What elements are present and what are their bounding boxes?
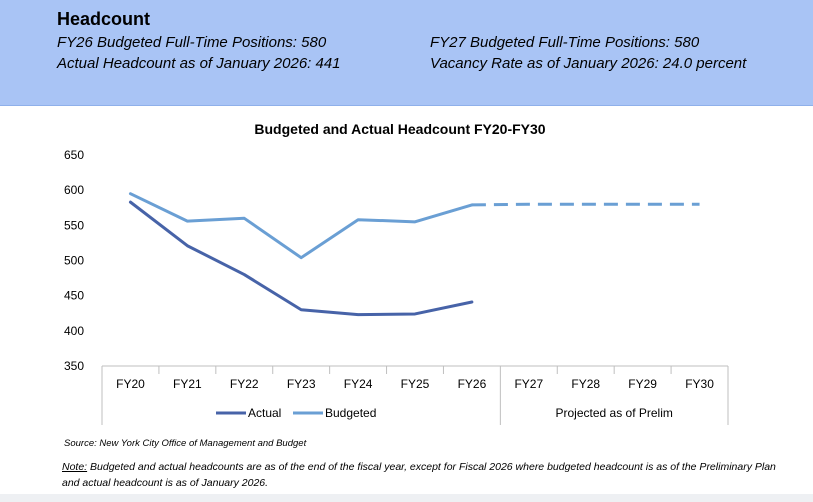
x-tick-label: FY29 [628,377,657,391]
x-tick-label: FY28 [571,377,600,391]
note-label: Note: [62,461,88,473]
header-title: Headcount [57,9,151,29]
footnote: Note: Budgeted and actual headcounts are… [62,459,782,491]
legend-label: Budgeted [325,406,376,420]
headcount-chart: Budgeted and Actual Headcount FY20-FY30 … [64,121,729,425]
y-tick-label: 450 [64,289,84,303]
bottom-strip [0,494,813,502]
x-tick-label: FY23 [287,377,316,391]
x-tick-label: FY22 [230,377,259,391]
legend-label: Actual [248,406,281,420]
x-tick-label: FY27 [514,377,543,391]
projected-label: Projected as of Prelim [555,406,672,420]
y-tick-label: 500 [64,254,84,268]
actual-headcount-stat: Actual Headcount as of January 2026: 441 [57,55,341,72]
y-axis: 350 400 450 500 550 600 650 [64,148,84,373]
x-tick-label: FY24 [344,377,373,391]
chart-legend: Actual Budgeted [216,406,376,420]
x-tick-label: FY30 [685,377,714,391]
source-note: Source: New York City Office of Manageme… [64,438,307,449]
x-tick-label: FY26 [458,377,487,391]
actual-series-line [128,200,474,317]
headcount-header: Headcount FY26 Budgeted Full-Time Positi… [0,0,813,106]
y-tick-label: 350 [64,359,84,373]
vacancy-rate-stat: Vacancy Rate as of January 2026: 24.0 pe… [430,55,747,72]
budgeted-series-line [128,192,474,260]
fy27-budgeted-stat: FY27 Budgeted Full-Time Positions: 580 [430,34,700,51]
x-tick-label: FY21 [173,377,202,391]
y-tick-label: 400 [64,324,84,338]
note-text: Budgeted and actual headcounts are as of… [62,461,776,489]
budgeted-projection-line [471,202,700,207]
series-layer [128,192,700,317]
y-tick-label: 550 [64,218,84,232]
fy26-budgeted-stat: FY26 Budgeted Full-Time Positions: 580 [57,34,327,51]
x-tick-label: FY20 [116,377,145,391]
x-tick-label: FY25 [401,377,430,391]
x-axis: FY20 FY21 FY22 FY23 FY24 FY25 FY26 FY27 FY28 FY29… [101,365,729,425]
y-tick-label: 650 [64,148,84,162]
y-tick-label: 600 [64,183,84,197]
chart-title: Budgeted and Actual Headcount FY20-FY30 [254,121,545,137]
